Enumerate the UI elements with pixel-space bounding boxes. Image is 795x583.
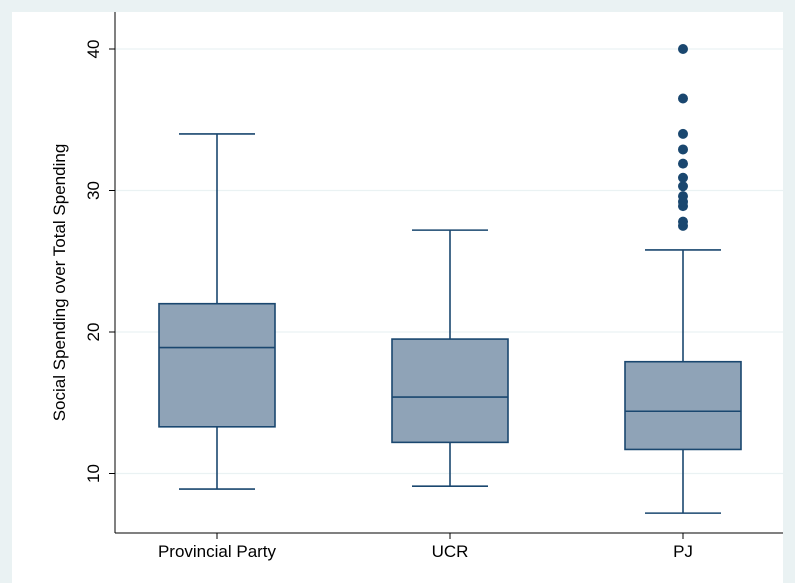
outlier-point bbox=[678, 158, 688, 169]
x-tick-label: PJ bbox=[673, 542, 693, 561]
outlier-point bbox=[678, 128, 688, 139]
box-iqr bbox=[158, 302, 276, 428]
x-tick-label: UCR bbox=[432, 542, 469, 561]
y-tick-label: 40 bbox=[84, 40, 103, 59]
outlier-point bbox=[678, 93, 688, 104]
plot-region-background bbox=[12, 12, 783, 583]
box-group-ucr bbox=[391, 229, 509, 488]
y-tick-label: 20 bbox=[84, 323, 103, 342]
axes-layer: 10 20 30 40 Provincial Party UCR PJ bbox=[84, 12, 783, 561]
outlier-point bbox=[678, 144, 688, 155]
y-axis-title: Social Spending over Total Spending bbox=[50, 144, 69, 422]
y-tick-label: 30 bbox=[84, 181, 103, 200]
box-group-pj bbox=[624, 44, 742, 514]
outlier-point bbox=[678, 44, 688, 54]
box-iqr bbox=[624, 360, 742, 451]
x-tick-label: Provincial Party bbox=[158, 542, 277, 561]
outlier-point bbox=[678, 216, 688, 227]
outlier-point bbox=[678, 191, 688, 202]
box-group-provincial-party bbox=[158, 133, 276, 490]
box-iqr bbox=[391, 338, 509, 444]
outlier-point bbox=[678, 172, 688, 183]
outlier-point bbox=[678, 181, 688, 192]
boxes-layer bbox=[158, 44, 742, 514]
y-tick-label: 10 bbox=[84, 464, 103, 483]
